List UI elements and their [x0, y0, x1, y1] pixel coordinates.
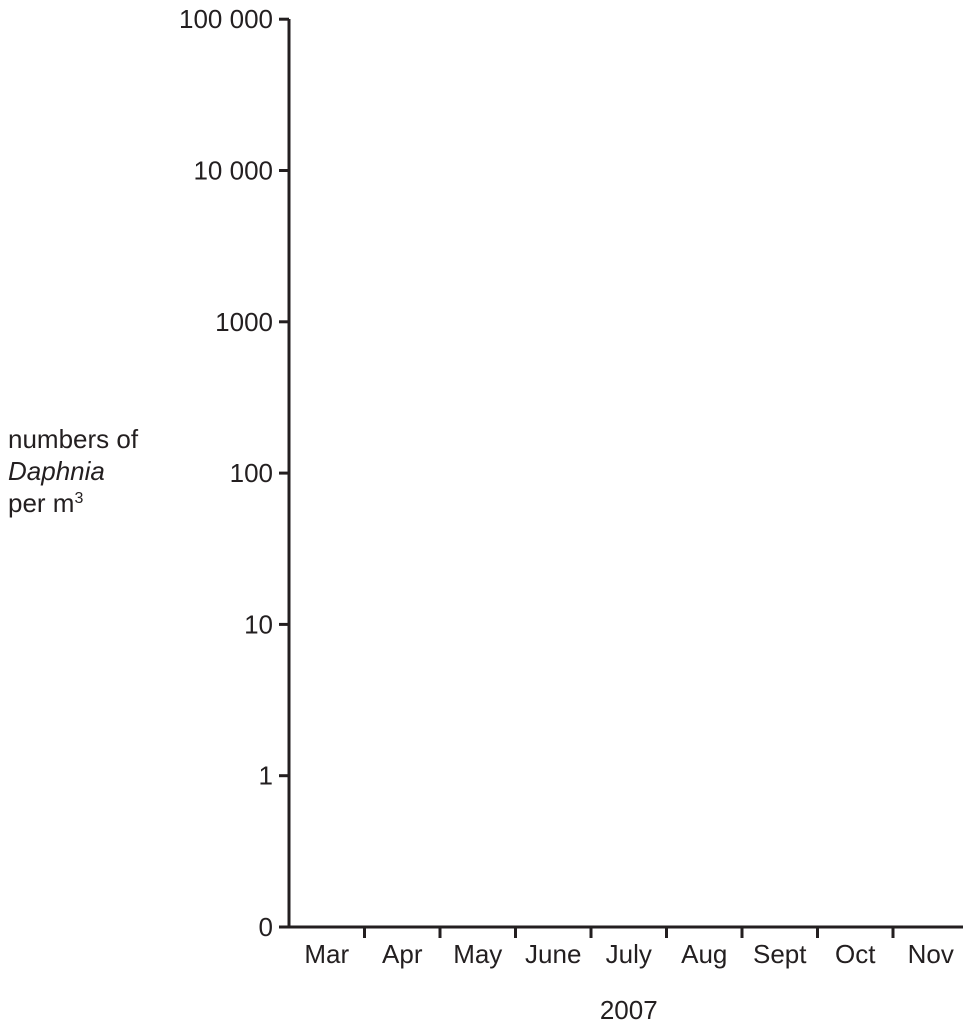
y-axis-label-unit: per m — [8, 488, 75, 518]
x-tick-label: Oct — [835, 939, 876, 969]
y-tick-label: 1 — [259, 761, 273, 791]
x-tick-label: June — [525, 939, 581, 969]
y-tick-label: 10 — [244, 609, 273, 639]
y-tick-label: 100 000 — [179, 4, 273, 34]
y-axis-label-line1: numbers of — [8, 424, 139, 454]
y-axis-label-line2: Daphnia — [8, 456, 105, 486]
y-tick-label: 1000 — [215, 307, 273, 337]
y-axis-label-line3: per m3 — [8, 487, 138, 519]
x-ticks: Mar Apr May June July Aug Sept Oct Nov — [304, 927, 954, 969]
y-axis-label: numbers of Daphnia per m3 — [8, 423, 138, 519]
y-tick-label: 0 — [259, 912, 273, 942]
y-ticks: 0 1 10 100 1000 10 000 100 000 — [179, 4, 289, 942]
x-tick-label: July — [606, 939, 652, 969]
x-tick-label: Sept — [753, 939, 807, 969]
x-tick-label: Nov — [908, 939, 954, 969]
x-tick-label: May — [453, 939, 502, 969]
x-tick-label: Aug — [681, 939, 727, 969]
y-tick-label: 100 — [230, 458, 273, 488]
y-axis-label-exponent: 3 — [74, 490, 84, 507]
x-tick-label: Apr — [382, 939, 423, 969]
x-tick-label: Mar — [304, 939, 349, 969]
y-tick-label: 10 000 — [193, 156, 273, 186]
x-axis-label: 2007 — [599, 995, 658, 1025]
